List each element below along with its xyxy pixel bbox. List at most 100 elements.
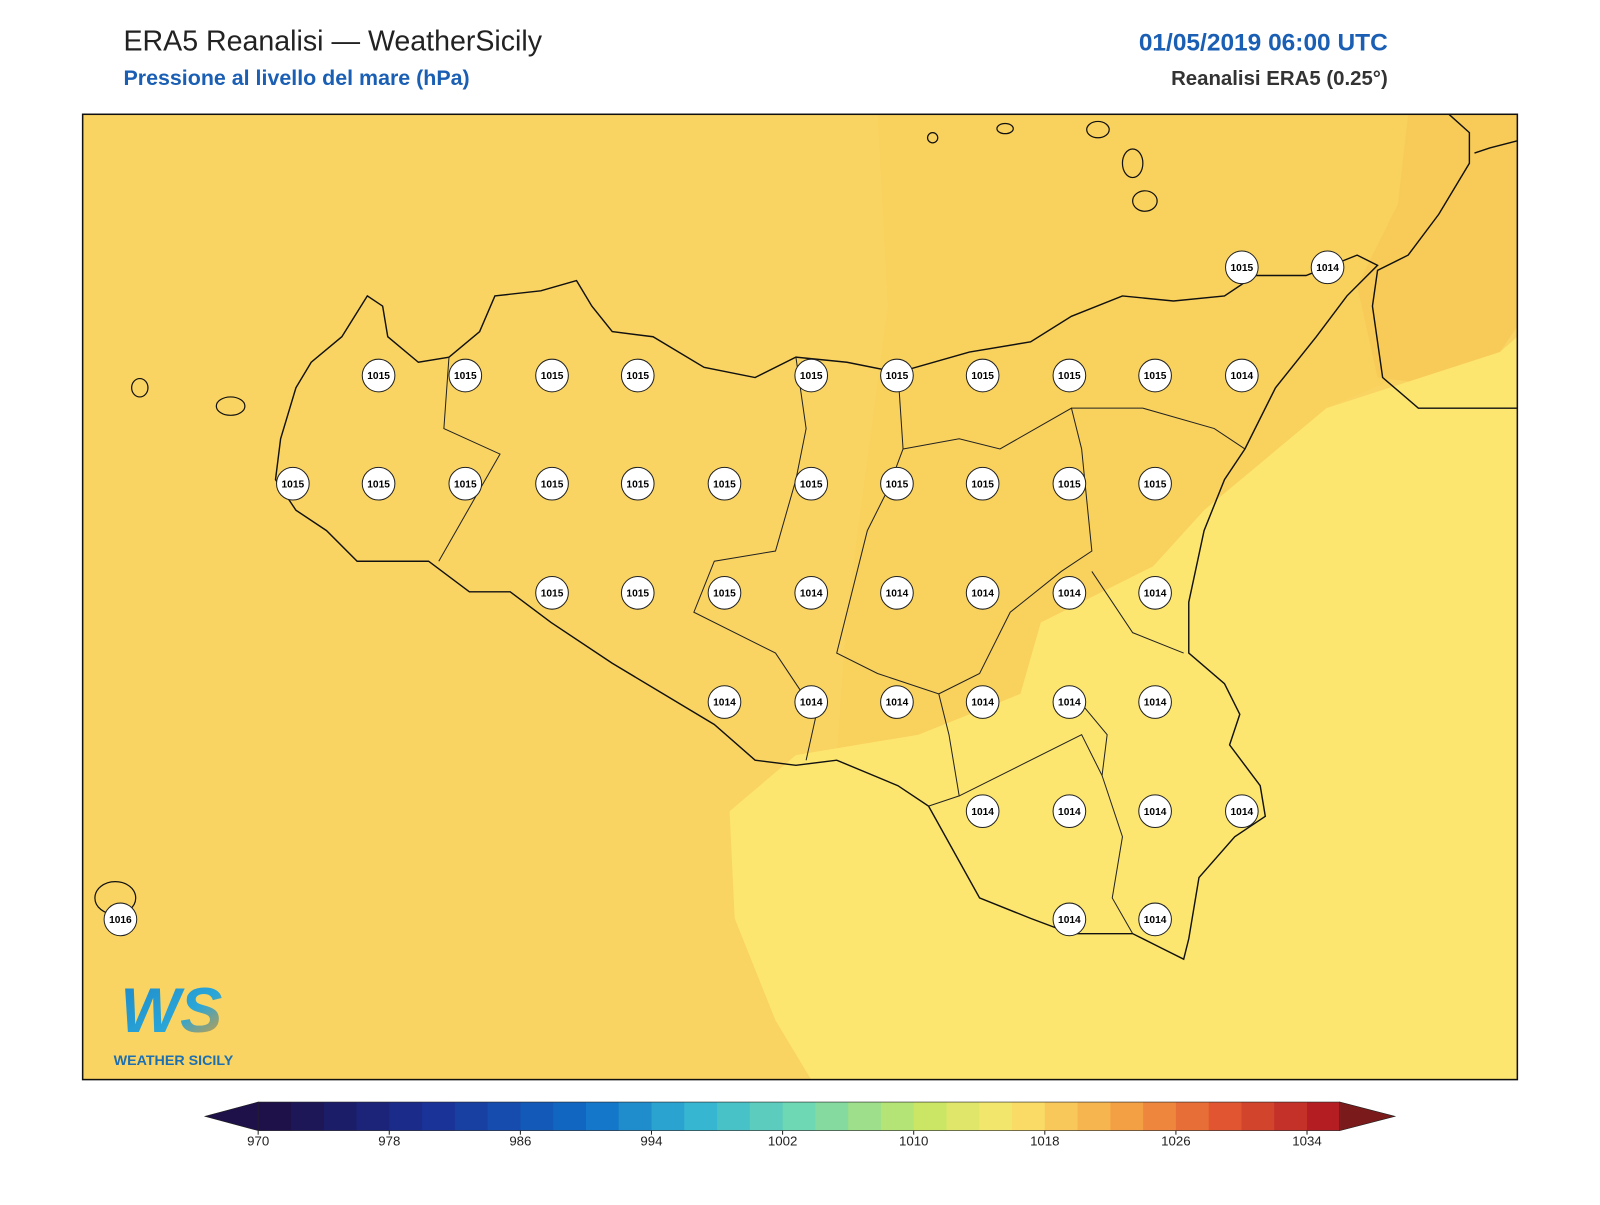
map-frame (81, 113, 1519, 1081)
station-marker (448, 358, 483, 393)
station: 1015 (965, 358, 1000, 393)
station-label: 1014 (1058, 915, 1081, 926)
station-marker (1138, 358, 1172, 393)
station: 1014 (1138, 576, 1172, 610)
station-marker (880, 576, 914, 610)
station-label: 1015 (1144, 479, 1167, 490)
colorbar-bin (356, 1102, 390, 1131)
colorbar-bin (1274, 1102, 1308, 1131)
field-low (729, 336, 1518, 1080)
station-marker (965, 685, 1000, 719)
colorbar-tick-label: 994 (640, 1133, 662, 1148)
station: 1014 (1052, 685, 1087, 719)
station-marker (620, 576, 655, 610)
station-label: 1015 (971, 479, 994, 490)
station: 1014 (1052, 576, 1087, 610)
station-marker (1052, 358, 1087, 393)
colorbar-bin (979, 1102, 1013, 1131)
station-marker (880, 466, 914, 501)
colorbar-bin (389, 1102, 423, 1131)
logo-name: WEATHER SICILY (114, 1053, 234, 1069)
colorbar-tick-label: 1010 (899, 1133, 928, 1148)
station-marker (1052, 685, 1087, 719)
station: 1015 (620, 466, 655, 501)
station-label: 1016 (109, 915, 132, 926)
coastline-sicily (274, 254, 1379, 961)
station-marker (1052, 576, 1087, 610)
station-label: 1015 (541, 479, 564, 490)
station: 1014 (794, 685, 829, 719)
station-label: 1014 (1316, 263, 1339, 274)
station-marker (1138, 466, 1172, 501)
colorbar-bin (1307, 1102, 1341, 1131)
colorbar-bin (422, 1102, 456, 1131)
station-label: 1015 (713, 479, 736, 490)
colorbar-bin (815, 1102, 849, 1131)
colorbar-extend-high (1339, 1101, 1397, 1132)
colorbar-bin (1208, 1102, 1242, 1131)
station-label: 1015 (1058, 371, 1081, 382)
station: 1015 (707, 466, 742, 501)
station: 1015 (965, 466, 1000, 501)
colorbar-bin (1012, 1102, 1046, 1131)
station-marker (1138, 576, 1172, 610)
station-label: 1014 (713, 698, 736, 709)
colorbar-bin (1143, 1102, 1177, 1131)
station-label: 1015 (1058, 479, 1081, 490)
colorbar: 970 978 986 994 1002 1010 1018 1026 1034 (203, 1101, 1397, 1148)
colorbar-tick-label: 1018 (1030, 1133, 1059, 1148)
station-label: 1015 (886, 479, 909, 490)
station-label: 1015 (800, 371, 823, 382)
colorbar-bin (946, 1102, 980, 1131)
colorbar-bin (258, 1102, 292, 1131)
station: 1014 (880, 576, 914, 610)
station-marker (1052, 794, 1087, 829)
station-marker (965, 358, 1000, 393)
colorbar-bin (553, 1102, 587, 1131)
coastline-calabria (1474, 140, 1518, 154)
station: 1015 (1138, 466, 1172, 501)
colorbar-bin (782, 1102, 816, 1131)
station: 1015 (535, 358, 569, 393)
station: 1015 (1225, 250, 1259, 285)
station-marker (361, 358, 396, 393)
title: ERA5 Reanalisi — WeatherSicily (123, 25, 542, 57)
station: 1014 (794, 576, 829, 610)
station-label: 1014 (1058, 589, 1081, 600)
station-label: 1015 (367, 371, 390, 382)
station: 1014 (1225, 794, 1259, 829)
colorbar-bin (1110, 1102, 1144, 1131)
station: 1015 (535, 466, 569, 501)
station: 1014 (707, 685, 742, 719)
station: 1015 (535, 576, 569, 610)
station-label: 1015 (454, 371, 477, 382)
station: 1014 (1310, 250, 1345, 285)
station-marker (707, 685, 742, 719)
station-marker (103, 902, 138, 937)
station-label: 1015 (626, 589, 649, 600)
station-label: 1015 (1231, 263, 1254, 274)
colorbar-tick-label: 978 (378, 1133, 400, 1148)
station-label: 1014 (886, 698, 909, 709)
station-label: 1014 (1144, 589, 1167, 600)
station-marker (880, 358, 914, 393)
station: 1015 (361, 358, 396, 393)
station: 1015 (620, 358, 655, 393)
station-marker (620, 358, 655, 393)
field-mid (836, 114, 1518, 756)
source: Reanalisi ERA5 (0.25°) (1171, 68, 1388, 90)
colorbar-bin (454, 1102, 489, 1131)
station: 1014 (1052, 794, 1087, 829)
station: 1015 (1052, 358, 1087, 393)
station-marker (276, 466, 310, 501)
station-marker (448, 466, 483, 501)
station-label: 1015 (282, 479, 305, 490)
station-label: 1014 (1144, 915, 1167, 926)
colorbar-extend-low (203, 1101, 259, 1132)
station: 1014 (1052, 902, 1087, 937)
colorbar-bin (684, 1102, 718, 1131)
colorbar-tick-label: 1034 (1292, 1133, 1321, 1148)
station-marker (965, 576, 1000, 610)
station: 1015 (880, 466, 914, 501)
